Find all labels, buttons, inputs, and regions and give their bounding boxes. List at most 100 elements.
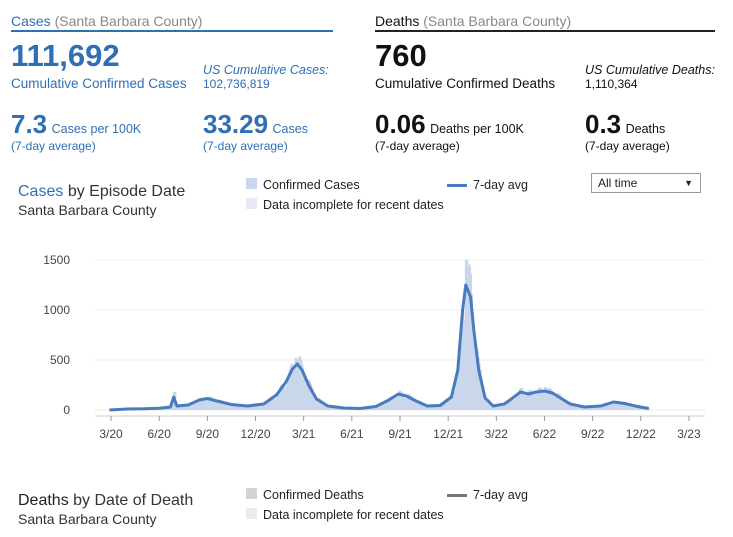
daily-case-bar: [289, 366, 291, 410]
daily-case-bar: [419, 400, 421, 410]
cases-tab-underline: [11, 30, 333, 32]
daily-case-bar: [255, 405, 258, 410]
daily-case-bar: [422, 403, 424, 410]
daily-case-bar: [458, 356, 460, 410]
daily-case-bar: [634, 406, 636, 410]
daily-case-bar: [426, 405, 428, 410]
deaths-tab-title: Deaths: [375, 13, 420, 29]
confirmed-cases-swatch: [246, 178, 257, 189]
daily-case-bar: [627, 402, 630, 410]
daily-case-bar: [596, 405, 599, 410]
deaths-tab-county: (Santa Barbara County): [423, 13, 572, 29]
daily-case-bar: [399, 390, 401, 410]
daily-case-bar: [381, 402, 383, 410]
daily-case-bar: [300, 357, 302, 410]
daily-case-bar: [409, 394, 412, 410]
daily-case-bar: [335, 407, 338, 410]
daily-case-bar: [314, 398, 316, 410]
x-tick-label: 9/21: [388, 427, 412, 441]
daily-case-bar: [625, 403, 628, 410]
daily-case-bar: [603, 406, 605, 410]
daily-case-bar: [445, 401, 447, 410]
daily-case-bar: [274, 398, 276, 410]
legend-incomplete-data: Data incomplete for recent dates: [263, 198, 444, 212]
daily-case-bar: [267, 400, 269, 410]
daily-case-bar: [464, 260, 467, 410]
legend-confirmed-cases: Confirmed Cases: [263, 178, 360, 192]
daily-case-bar: [616, 401, 618, 410]
daily-case-bar: [377, 405, 379, 410]
deaths-chart-title-highlight: Deaths: [18, 492, 69, 509]
daily-case-bar: [531, 391, 533, 410]
deaths-avg-label: Deaths: [625, 122, 666, 136]
daily-case-bar: [206, 398, 209, 410]
y-tick-label: 500: [50, 353, 70, 367]
death-incomplete-swatch: [246, 508, 257, 519]
daily-case-bar: [532, 392, 534, 410]
daily-case-bar: [556, 394, 558, 410]
daily-case-bar: [374, 407, 376, 410]
daily-case-bar: [427, 405, 429, 410]
daily-case-bar: [529, 389, 531, 410]
deaths-chart-title: Deaths by Date of Death: [18, 491, 193, 511]
daily-case-bar: [522, 392, 525, 410]
daily-case-bar: [180, 404, 183, 410]
daily-case-bar: [273, 397, 275, 410]
daily-case-bar: [622, 403, 625, 410]
daily-case-bar: [442, 403, 445, 410]
chart-grid: [95, 259, 705, 411]
daily-case-bar: [297, 359, 299, 410]
daily-case-bar: [493, 406, 496, 410]
daily-case-bar: [193, 402, 195, 410]
cases-rate-label: Cases per 100K: [51, 122, 142, 136]
daily-case-bar: [424, 405, 426, 410]
time-range-select[interactable]: All time ▼: [591, 173, 701, 193]
daily-case-bar: [219, 399, 221, 410]
daily-case-bar: [601, 405, 604, 410]
daily-case-bar: [246, 406, 248, 410]
daily-case-bar: [441, 403, 444, 410]
daily-case-bar: [619, 401, 622, 410]
daily-case-bar: [435, 405, 438, 410]
daily-case-bar: [436, 405, 439, 410]
daily-case-bar: [401, 392, 403, 410]
daily-case-bar: [544, 387, 547, 410]
daily-case-bar: [210, 396, 212, 410]
daily-case-bar: [460, 325, 462, 410]
daily-case-bar: [546, 389, 549, 410]
daily-case-bar: [328, 405, 330, 410]
daily-case-bar: [481, 376, 483, 410]
daily-case-bar: [242, 404, 244, 410]
daily-case-bar: [447, 398, 449, 410]
deaths-tab-header[interactable]: Deaths (Santa Barbara County): [375, 12, 571, 30]
daily-case-bar: [190, 402, 192, 410]
daily-case-bar: [294, 358, 296, 410]
avg-line-layer: [109, 283, 650, 412]
daily-case-bar: [465, 260, 468, 410]
cases-tab-header[interactable]: Cases (Santa Barbara County): [11, 12, 202, 30]
daily-case-bar: [332, 406, 335, 410]
daily-case-bar: [624, 404, 627, 410]
daily-case-bar: [413, 401, 416, 410]
daily-case-bar: [620, 401, 623, 410]
daily-case-bar: [608, 402, 610, 410]
daily-case-bar: [256, 404, 259, 410]
daily-case-bar: [558, 393, 560, 410]
daily-case-bar: [414, 402, 417, 410]
daily-case-bar: [555, 395, 557, 410]
daily-case-bar: [264, 404, 266, 410]
daily-case-bar: [266, 402, 268, 410]
daily-case-bar: [632, 405, 634, 410]
daily-case-bar: [563, 400, 565, 410]
daily-case-bar: [507, 400, 509, 410]
daily-case-bar: [429, 404, 431, 410]
daily-case-bar: [496, 404, 499, 410]
daily-case-bar: [404, 398, 406, 410]
daily-case-bar: [179, 404, 182, 410]
daily-case-bar: [597, 405, 600, 410]
x-axis: 3/20 6/20 9/20 12/20 3/21 6/21 9/21 12/21 3/22 6/…: [95, 415, 705, 441]
daily-case-bar: [202, 398, 205, 410]
daily-case-bar: [568, 401, 571, 410]
deaths-rate-value: 0.06: [375, 109, 426, 139]
daily-case-bar: [281, 384, 284, 410]
